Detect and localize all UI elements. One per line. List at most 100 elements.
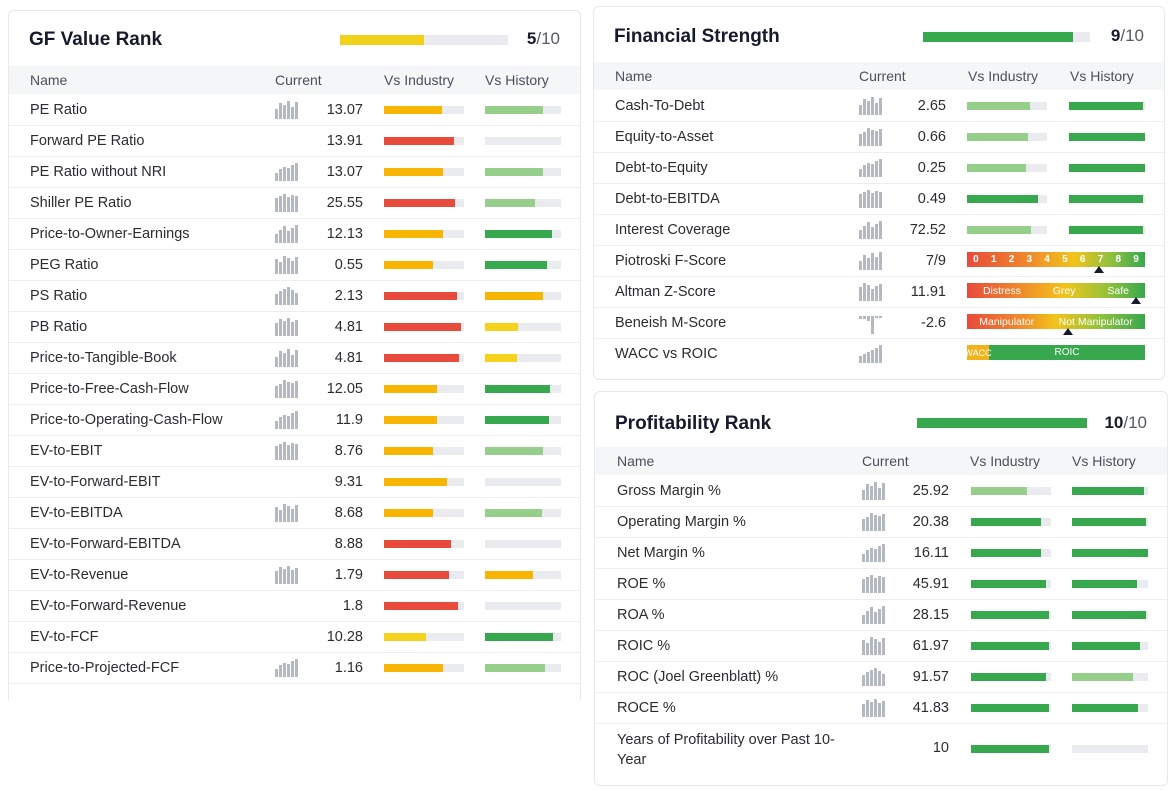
row-label[interactable]: EV-to-Forward-EBIT [30,474,161,490]
chart-icon[interactable] [859,189,883,208]
row-label[interactable]: Price-to-Free-Cash-Flow [30,381,189,397]
row-value: 25.92 [912,483,949,499]
vs-industry-bar-fill [384,664,444,672]
years-profitability-row: Years of Profitability over Past 10-Year… [595,726,1167,772]
chart-icon[interactable] [862,605,886,624]
table-row-operating-margin: Operating Margin % 20.38 [595,507,1167,538]
row-label[interactable]: EV-to-Forward-Revenue [30,598,187,614]
chart-icon[interactable] [275,255,299,274]
chart-icon[interactable] [862,636,886,655]
table-row-debt-to-ebitda: Debt-to-EBITDA 0.49 [594,184,1164,215]
row-label[interactable]: ROCE % [617,700,676,716]
vs-history-bar [485,168,561,176]
row-value: 10.28 [326,629,363,645]
row-label[interactable]: Debt-to-Equity [615,160,708,176]
financial-strength-table-header: Name Current Vs Industry Vs History [594,62,1164,90]
table-row-roe: ROE % 45.91 [595,569,1167,600]
vs-industry-bar [384,261,464,269]
vs-industry-bar-fill [971,611,1050,619]
row-label[interactable]: ROA % [617,607,665,623]
chart-icon[interactable] [859,127,883,146]
chart-icon[interactable] [862,667,886,686]
financial-strength-score-max: /10 [1120,26,1144,45]
vs-history-bar [485,509,561,517]
row-label[interactable]: Debt-to-EBITDA [615,191,720,207]
row-label[interactable]: Cash-To-Debt [615,98,705,114]
chart-icon[interactable] [275,224,299,243]
chart-icon[interactable] [862,543,886,562]
table-row-roic: ROIC % 61.97 [595,631,1167,662]
vs-history-bar [1072,745,1148,753]
row-label[interactable]: Net Margin % [617,545,705,561]
row-label[interactable]: Operating Margin % [617,514,746,530]
vs-industry-bar [384,540,464,548]
scale-label-0: 0 [973,254,979,265]
chart-icon[interactable] [859,220,883,239]
chart-icon[interactable] [859,158,883,177]
chart-icon[interactable] [275,162,299,181]
vs-history-bar-fill [1072,549,1148,557]
vs-history-bar-fill [1072,673,1133,681]
row-label[interactable]: Equity-to-Asset [615,129,714,145]
table-row-price-to-owner-earnings: Price-to-Owner-Earnings 12.13 [9,219,580,250]
table-row-cash-to-debt: Cash-To-Debt 2.65 [594,91,1164,122]
gf-value-rank-bar-fill [340,35,424,45]
row-value: 1.16 [334,660,363,676]
chart-icon[interactable] [275,410,299,429]
vs-history-bar-fill [485,447,543,455]
vs-industry-bar [384,633,464,641]
roic-segment: ROIC [1054,347,1080,358]
chart-icon[interactable] [275,565,299,584]
chart-icon[interactable] [275,658,299,677]
chart-icon[interactable] [862,481,886,500]
row-label[interactable]: Price-to-Operating-Cash-Flow [30,412,223,428]
row-label[interactable]: PEG Ratio [30,257,99,273]
row-label[interactable]: PS Ratio [30,288,88,304]
row-value: 45.91 [912,576,949,592]
row-label[interactable]: Price-to-Owner-Earnings [30,226,190,242]
row-value: 25.55 [326,195,363,211]
vs-history-bar [485,137,561,145]
row-label[interactable]: PE Ratio [30,102,88,118]
row-label[interactable]: ROC (Joel Greenblatt) % [617,669,779,685]
chart-icon[interactable] [859,344,883,363]
chart-icon[interactable] [275,348,299,367]
row-label[interactable]: Forward PE Ratio [30,133,145,149]
vs-history-bar [1072,580,1148,588]
row-label[interactable]: EV-to-Revenue [30,567,129,583]
row-label[interactable]: EV-to-FCF [30,629,99,645]
row-label[interactable]: Interest Coverage [615,222,731,238]
row-value: 13.07 [326,102,363,118]
chart-icon[interactable] [862,698,886,717]
chart-icon[interactable] [275,100,299,119]
vs-history-bar-fill [1069,226,1143,234]
chart-icon[interactable] [862,574,886,593]
row-label[interactable]: Price-to-Tangible-Book [30,350,177,366]
row-label[interactable]: ROE % [617,576,666,592]
row-label[interactable]: Price-to-Projected-FCF [30,660,180,676]
row-label[interactable]: PB Ratio [30,319,88,335]
row-label[interactable]: Gross Margin % [617,483,721,499]
chart-icon[interactable] [275,317,299,336]
chart-icon[interactable] [859,251,883,270]
row-label[interactable]: EV-to-EBITDA [30,505,123,521]
row-label[interactable]: EV-to-Forward-EBITDA [30,536,181,552]
table-row-price-to-projected-fcf: Price-to-Projected-FCF 1.16 [9,653,580,684]
row-label[interactable]: ROIC % [617,638,671,654]
row-label[interactable]: Shiller PE Ratio [30,195,132,211]
chart-icon[interactable] [275,503,299,522]
column-header-vs-industry: Vs Industry [970,453,1041,469]
chart-icon[interactable] [275,193,299,212]
chart-icon[interactable] [859,96,883,115]
chart-icon[interactable] [862,512,886,531]
chart-icon[interactable] [275,441,299,460]
chart-icon[interactable] [275,379,299,398]
row-label[interactable]: EV-to-EBIT [30,443,103,459]
chart-icon[interactable] [859,313,883,334]
wacc-segment: WACC [964,345,992,360]
chart-icon[interactable] [859,282,883,301]
table-row-roce: ROCE % 41.83 [595,693,1167,724]
column-header-name: Name [30,72,68,88]
chart-icon[interactable] [275,286,299,305]
row-label[interactable]: PE Ratio without NRI [30,164,167,180]
